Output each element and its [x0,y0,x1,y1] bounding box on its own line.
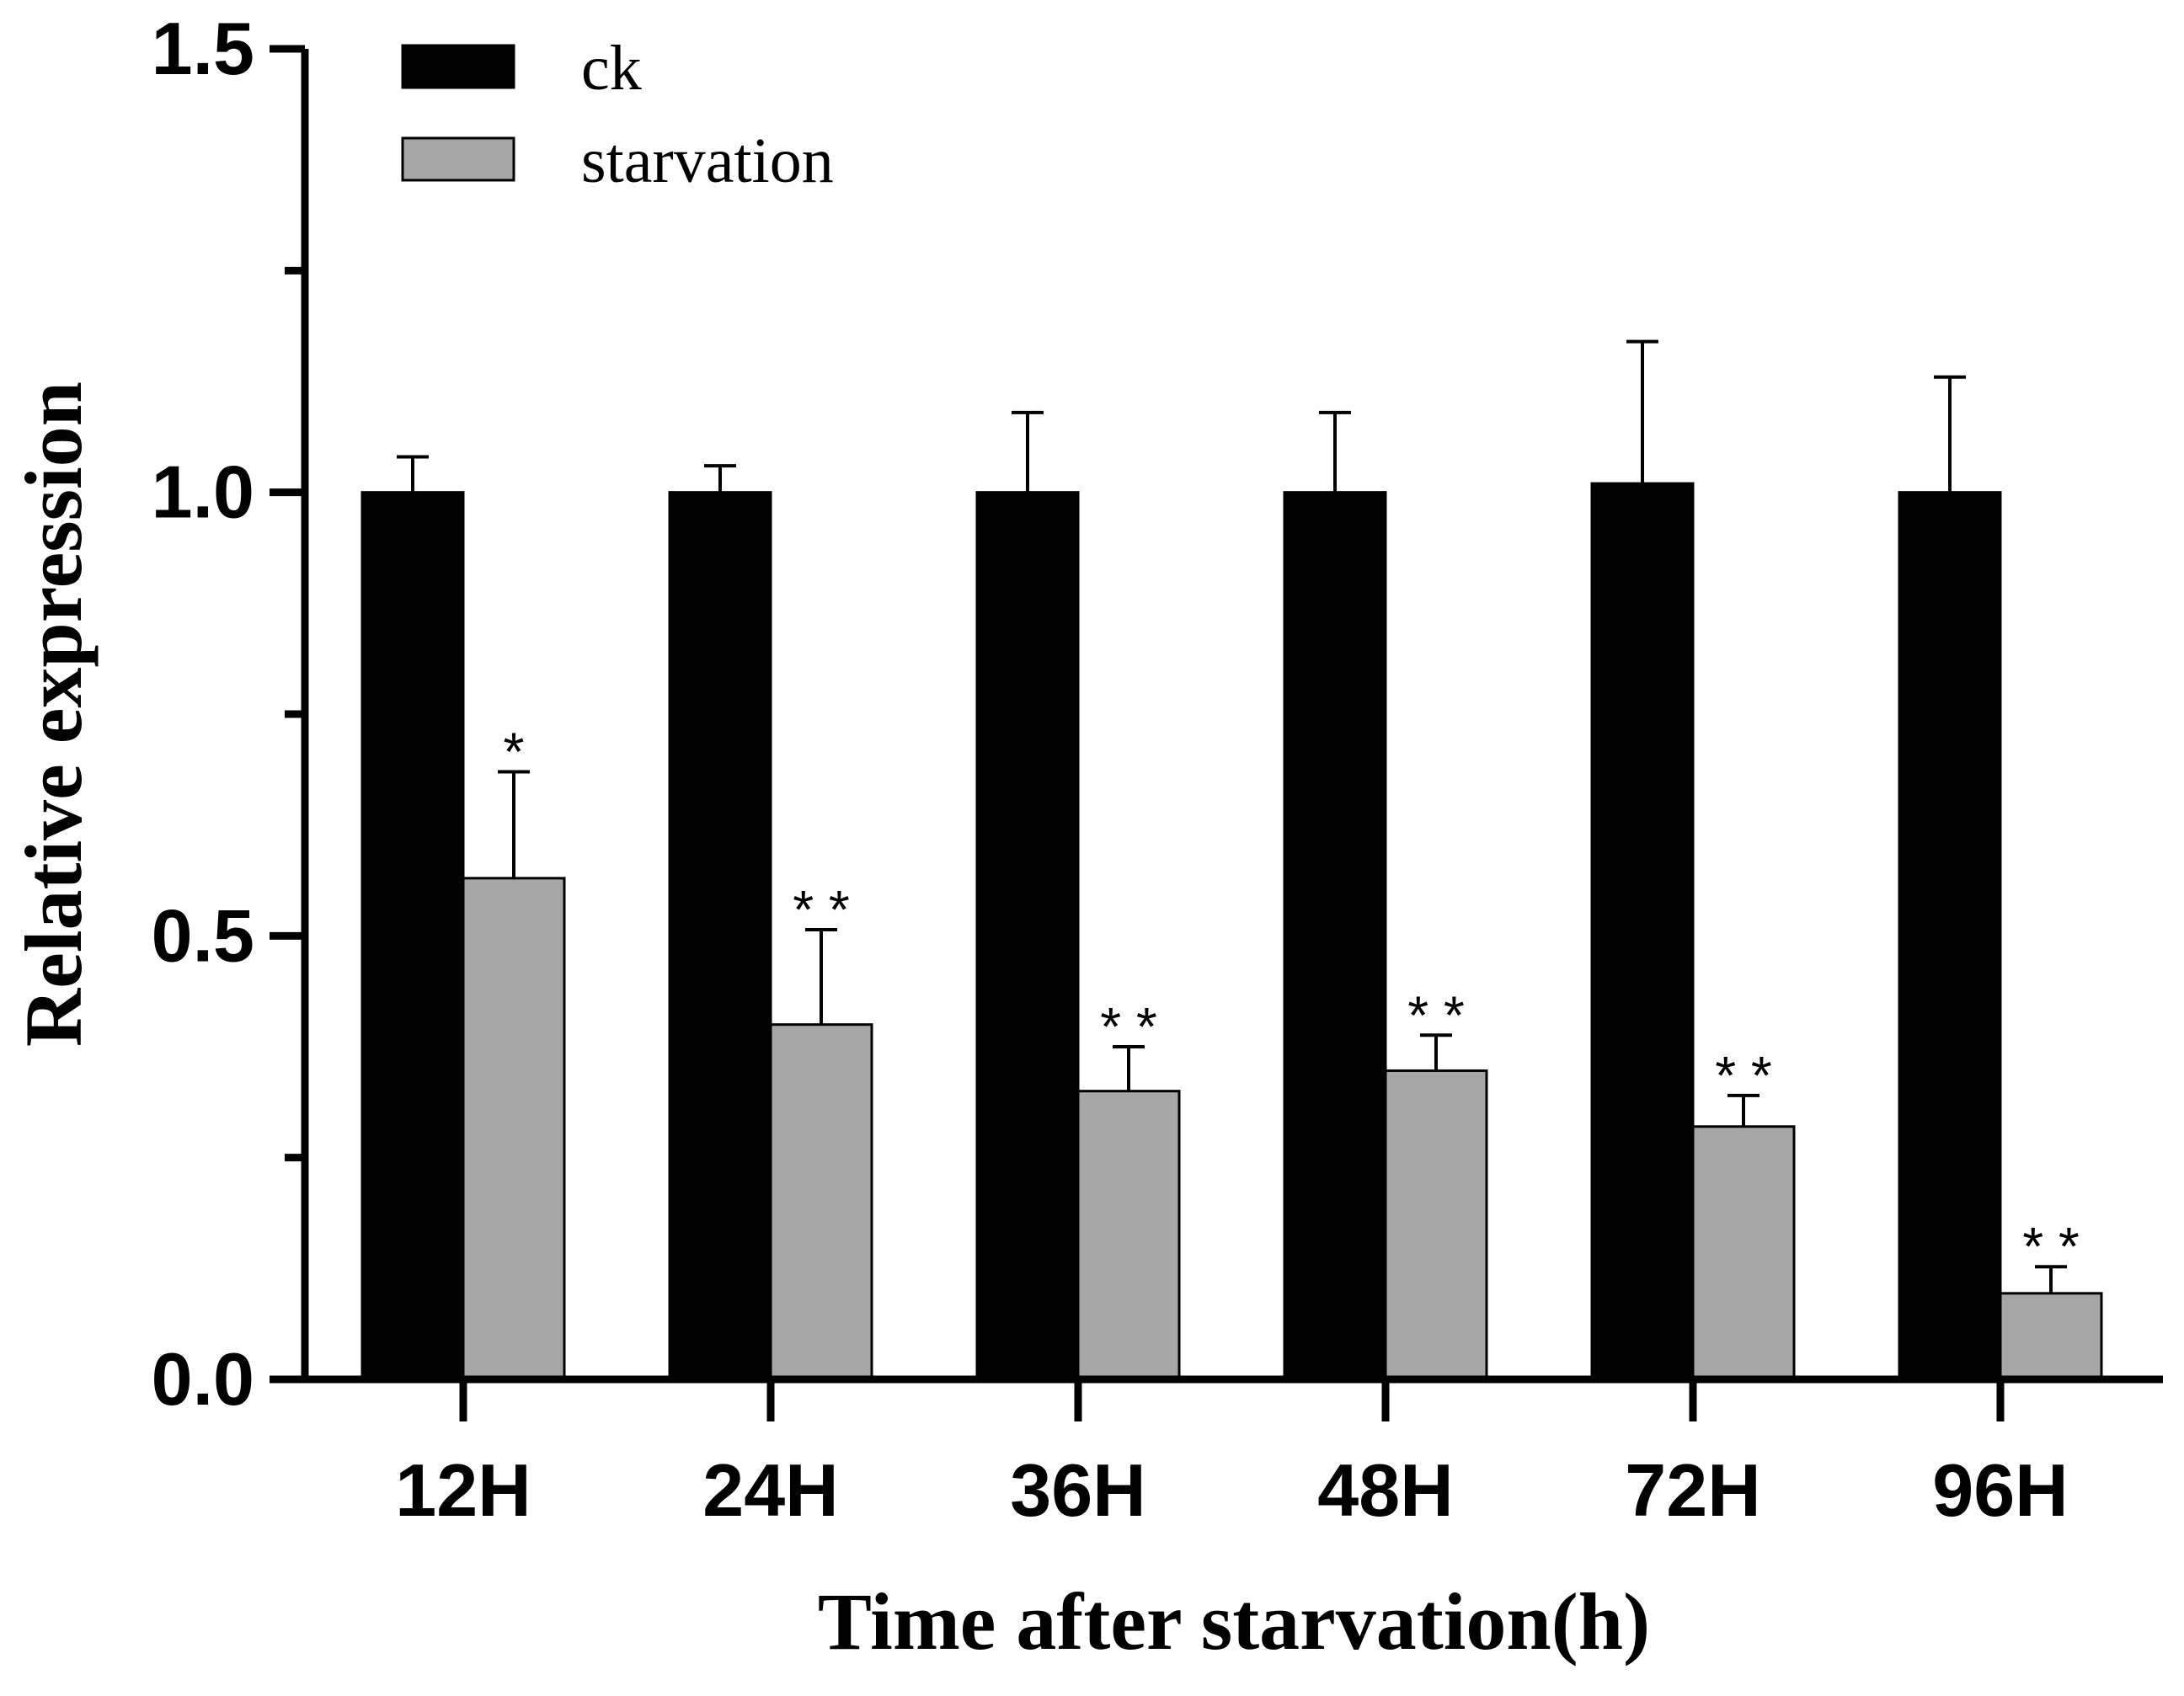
axes: Relative expression Time after starvatio… [8,7,2163,1667]
bar-starvation-48h [1384,1069,1488,1381]
bar-ck-24h [668,491,772,1381]
y-axis-title: Relative expression [8,381,99,1047]
x-tick-label: 12H [395,1448,531,1532]
x-tick-label: 48H [1317,1448,1453,1532]
legend-swatch-ck [401,44,515,89]
bar-starvation-24h [769,1023,873,1381]
significance-label: * * [1407,984,1465,1045]
legend: ck starvation [401,33,834,196]
x-axis-title: Time after starvation(h) [818,1576,1650,1667]
significance-label: * [504,721,525,781]
x-tick-label: 36H [1010,1448,1145,1532]
y-tick-label: 0.0 [152,1337,254,1421]
legend-label-starvation: starvation [581,125,834,196]
significance-label: * * [793,879,850,940]
significance-label: * * [2022,1216,2080,1277]
y-tick-label: 1.0 [152,451,254,534]
legend-label-ck: ck [581,33,642,104]
x-tick-label: 96H [1932,1448,2068,1532]
plot-area: * * * * * * * * * * * [360,339,2103,1381]
x-tick-label: 24H [702,1448,838,1532]
bar-ck-48h [1283,491,1387,1381]
bar-ck-36h [975,491,1080,1381]
bar-starvation-36h [1076,1090,1181,1381]
y-tick-label: 0.5 [152,893,254,977]
bar-starvation-72h [1691,1125,1796,1381]
y-tick-label: 1.5 [152,7,254,90]
significance-label: * * [1715,1045,1772,1106]
bar-ck-12h [360,491,465,1381]
bar-starvation-12h [462,877,566,1381]
legend-swatch-starvation [401,136,515,182]
bar-ck-72h [1590,482,1695,1381]
bar-ck-96h [1898,491,2002,1381]
significance-label: * * [1100,996,1157,1057]
bar-starvation-96h [1999,1292,2103,1381]
x-tick-label: 72H [1625,1448,1760,1532]
